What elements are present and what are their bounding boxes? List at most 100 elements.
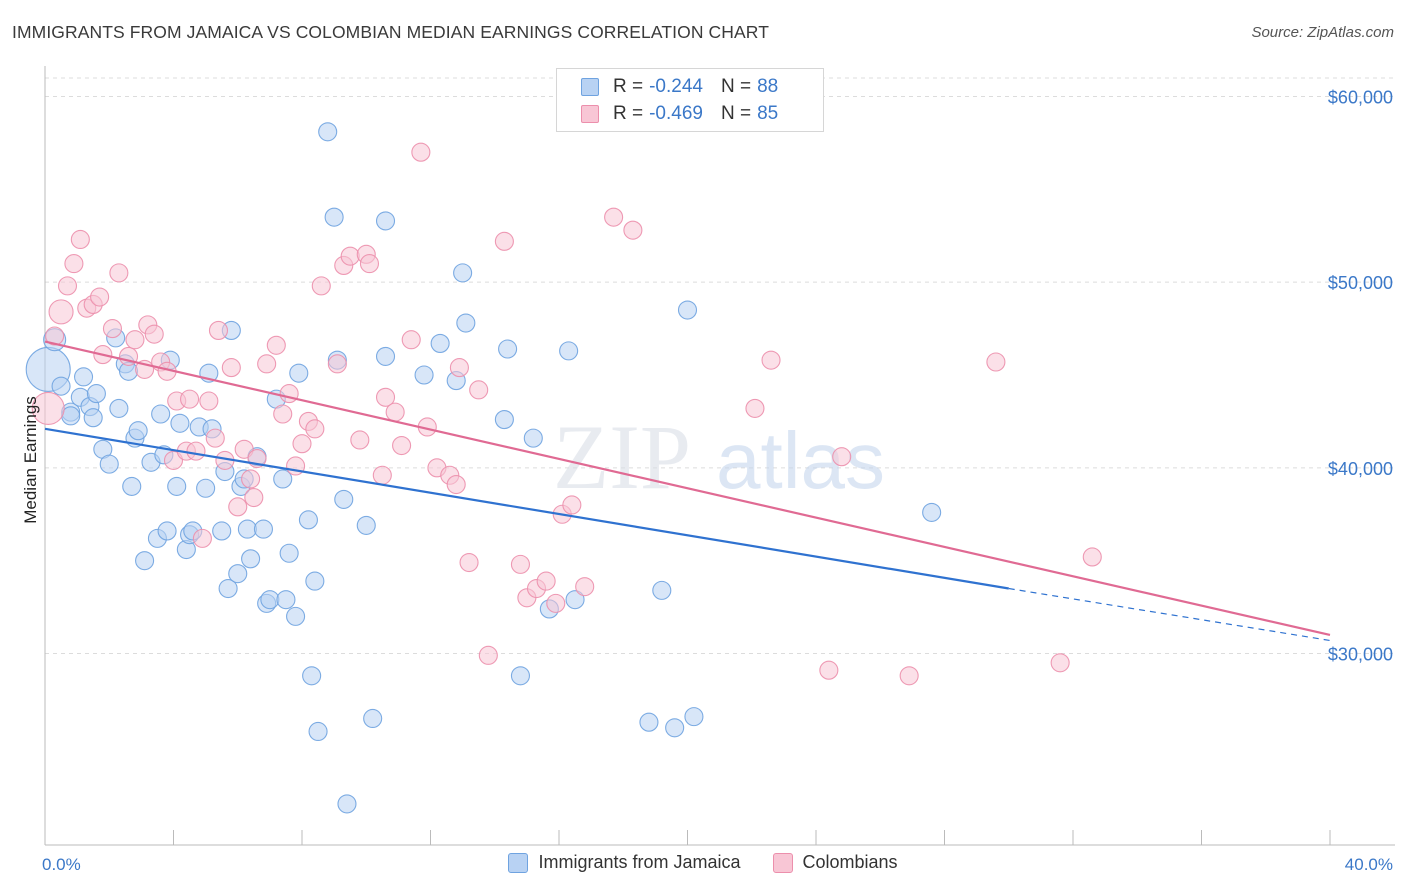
- point-jamaica: [523, 428, 543, 448]
- point-jamaica: [302, 666, 322, 686]
- point-jamaica: [308, 721, 328, 742]
- n-label: N =: [720, 76, 752, 97]
- y-tick-labels: $30,000 $40,000 $50,000 $60,000: [1328, 88, 1393, 665]
- point-colombians: [623, 220, 643, 240]
- point-jamaica: [212, 521, 232, 541]
- x-tick-labels: 0.0% 40.0%: [42, 855, 1393, 874]
- point-jamaica: [99, 454, 119, 474]
- point-jamaica: [414, 365, 434, 385]
- point-colombians: [478, 645, 498, 665]
- point-colombians: [986, 352, 1006, 372]
- point-colombians: [375, 387, 396, 407]
- point-colombians: [562, 495, 582, 515]
- point-jamaica: [318, 122, 338, 142]
- point-jamaica: [456, 313, 476, 333]
- point-jamaica: [286, 606, 306, 626]
- point-colombians: [899, 666, 919, 686]
- point-jamaica: [298, 510, 318, 530]
- watermark-atlas: atlas: [716, 416, 885, 505]
- r-label: R =: [613, 76, 644, 97]
- point-colombians: [449, 358, 469, 378]
- point-jamaica: [196, 478, 216, 498]
- legend-swatch-jamaica: [508, 852, 529, 873]
- point-colombians: [327, 354, 347, 374]
- point-jamaica: [279, 543, 299, 563]
- point-colombians: [57, 276, 78, 296]
- point-colombians: [385, 402, 405, 422]
- point-colombians: [144, 324, 164, 344]
- point-jamaica: [684, 707, 704, 727]
- point-colombians: [221, 358, 241, 378]
- point-jamaica: [83, 408, 103, 428]
- point-jamaica: [494, 410, 514, 430]
- point-colombians: [546, 593, 566, 613]
- point-colombians: [163, 450, 184, 470]
- point-colombians: [575, 577, 595, 597]
- point-jamaica: [289, 363, 309, 383]
- source-label: Source: ZipAtlas.com: [1251, 24, 1394, 41]
- point-jamaica: [559, 341, 579, 361]
- legend-item-jamaica[interactable]: Immigrants from Jamaica: [508, 852, 741, 873]
- legend-label-jamaica: Immigrants from Jamaica: [538, 852, 741, 872]
- point-colombians: [819, 660, 839, 680]
- point-colombians: [208, 320, 229, 340]
- point-colombians: [45, 326, 65, 346]
- point-colombians: [109, 263, 129, 283]
- point-colombians: [401, 330, 421, 350]
- point-colombians: [234, 439, 254, 459]
- point-jamaica: [228, 564, 248, 584]
- legend-swatch-jamaica: [581, 78, 599, 96]
- point-jamaica: [135, 551, 155, 571]
- point-colombians: [31, 391, 65, 425]
- trendline-jamaica-extrapolated: [1008, 587, 1331, 642]
- point-colombians: [64, 254, 84, 274]
- point-colombians: [180, 389, 200, 409]
- point-colombians: [228, 497, 248, 517]
- point-jamaica: [157, 521, 177, 541]
- point-jamaica: [677, 300, 698, 320]
- point-jamaica: [324, 207, 344, 227]
- point-jamaica: [276, 590, 296, 610]
- point-jamaica: [151, 404, 171, 424]
- point-colombians: [205, 428, 225, 448]
- point-colombians: [350, 430, 370, 450]
- y-tick-label: $40,000: [1328, 459, 1393, 479]
- point-colombians: [305, 419, 325, 439]
- point-jamaica: [170, 413, 190, 433]
- point-colombians: [311, 276, 331, 296]
- point-jamaica: [356, 515, 376, 535]
- point-jamaica: [337, 794, 357, 814]
- x-tick-label-min: 0.0%: [42, 855, 81, 874]
- point-colombians: [1082, 547, 1102, 567]
- point-colombians: [494, 231, 514, 251]
- stats-legend-row-jamaica: R = -0.244 N = 88: [581, 75, 778, 99]
- trendline-jamaica: [44, 427, 1009, 590]
- point-jamaica: [260, 590, 280, 610]
- y-tick-label: $30,000: [1328, 645, 1393, 665]
- point-colombians: [359, 254, 380, 274]
- point-jamaica: [74, 367, 94, 387]
- watermark: ZIP atlas: [553, 406, 885, 508]
- point-jamaica: [305, 571, 325, 591]
- series-legend: Immigrants from Jamaica Colombians: [0, 852, 1406, 873]
- watermark-zip: ZIP: [553, 406, 691, 508]
- point-jamaica: [109, 398, 129, 418]
- legend-item-colombians[interactable]: Colombians: [772, 852, 898, 873]
- point-jamaica: [253, 519, 274, 539]
- point-jamaica: [241, 549, 261, 569]
- point-colombians: [102, 319, 123, 339]
- n-value: 85: [757, 103, 779, 124]
- point-jamaica: [652, 580, 672, 600]
- point-jamaica: [665, 718, 685, 738]
- point-colombians: [604, 207, 624, 227]
- point-jamaica: [273, 469, 293, 489]
- legend-swatch-colombians: [581, 105, 599, 123]
- point-colombians: [446, 474, 466, 495]
- n-label: N =: [720, 103, 752, 124]
- point-colombians: [392, 436, 412, 456]
- trendlines: [44, 340, 1331, 642]
- point-jamaica: [565, 590, 585, 610]
- y-tick-label: $60,000: [1328, 88, 1393, 108]
- axes: [44, 66, 1395, 846]
